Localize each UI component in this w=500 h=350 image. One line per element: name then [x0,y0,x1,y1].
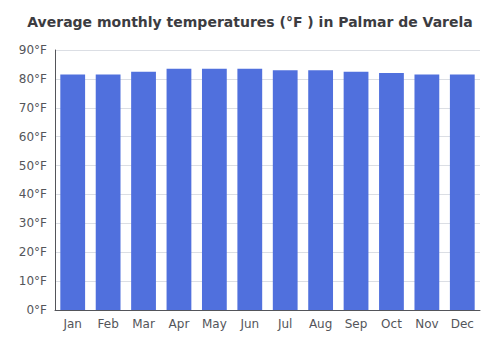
svg-text:10°F: 10°F [19,274,47,288]
svg-text:Jul: Jul [277,317,292,331]
svg-text:90°F: 90°F [19,43,47,57]
svg-text:40°F: 40°F [19,187,47,201]
svg-text:Dec: Dec [451,317,474,331]
svg-text:Jun: Jun [239,317,259,331]
svg-text:Oct: Oct [381,317,402,331]
svg-text:Sep: Sep [345,317,368,331]
svg-text:60°F: 60°F [19,130,47,144]
svg-text:50°F: 50°F [19,159,47,173]
svg-text:70°F: 70°F [19,101,47,115]
svg-text:Mar: Mar [132,317,155,331]
svg-text:20°F: 20°F [19,245,47,259]
svg-text:Aug: Aug [309,317,332,331]
svg-text:Nov: Nov [415,317,438,331]
svg-text:Feb: Feb [98,317,119,331]
svg-text:80°F: 80°F [19,72,47,86]
svg-text:0°F: 0°F [26,303,47,317]
svg-text:Apr: Apr [169,317,190,331]
svg-text:30°F: 30°F [19,216,47,230]
svg-text:May: May [202,317,227,331]
svg-text:Average monthly temperatures (: Average monthly temperatures (°F ) in Pa… [27,14,472,30]
svg-text:Jan: Jan [62,317,82,331]
